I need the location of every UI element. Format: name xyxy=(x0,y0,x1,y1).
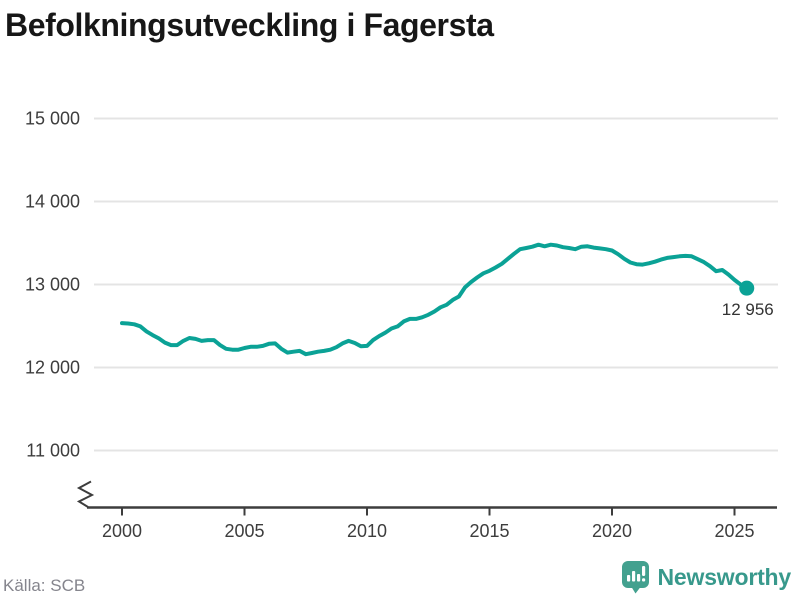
last-value-label: 12 956 xyxy=(722,300,774,319)
y-axis-tick-label: 11 000 xyxy=(26,441,80,461)
newsworthy-bubble-chart-icon xyxy=(621,561,649,594)
last-point-marker xyxy=(739,280,755,296)
newsworthy-wordmark: Newsworthy xyxy=(657,564,792,590)
population-series-line xyxy=(120,242,749,357)
x-axis-tick-label: 2010 xyxy=(347,521,387,541)
x-axis-tick-label: 2000 xyxy=(102,521,142,541)
page-title: Befolkningsutveckling i Fagersta xyxy=(5,7,494,43)
x-axis-tick-label: 2020 xyxy=(592,521,632,541)
y-axis-tick-label: 13 000 xyxy=(25,275,80,295)
x-axis-tick-label: 2015 xyxy=(469,521,509,541)
source-note: Källa: SCB xyxy=(3,576,86,595)
x-axis-tick-label: 2005 xyxy=(224,521,264,541)
y-axis-tick-label: 15 000 xyxy=(25,109,80,129)
x-axis-tick-label: 2025 xyxy=(714,521,754,541)
axis-break-icon xyxy=(76,480,95,508)
y-axis-tick-label: 12 000 xyxy=(25,358,80,378)
newsworthy-logo[interactable]: Newsworthy xyxy=(621,561,792,594)
y-axis-tick-label: 14 000 xyxy=(25,192,80,212)
